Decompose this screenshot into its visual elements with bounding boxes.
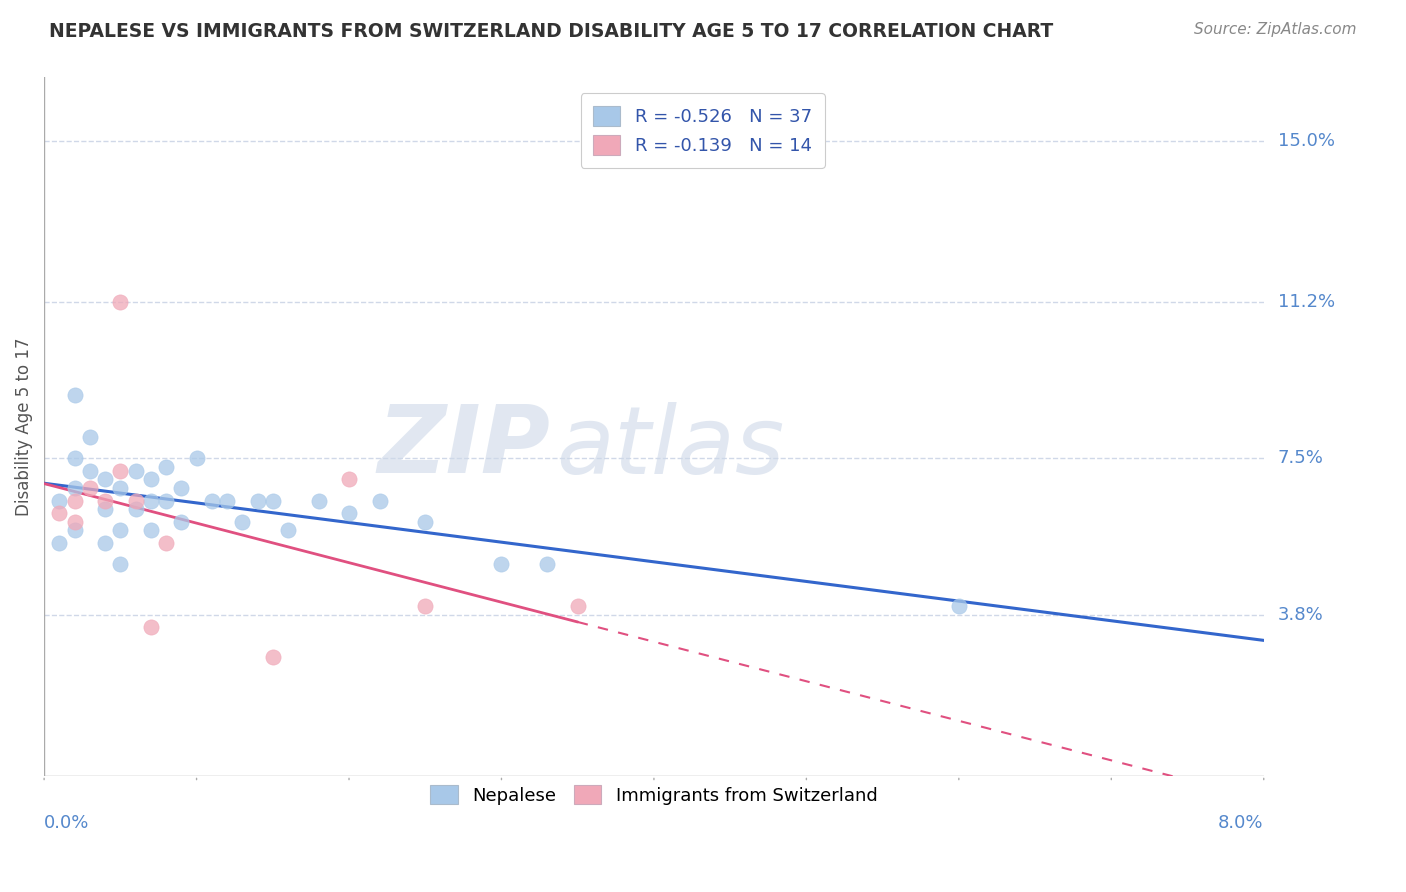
Point: [262, 493, 284, 508]
Point: [63, 493, 86, 508]
Text: atlas: atlas: [557, 402, 785, 493]
Point: [337, 472, 360, 486]
Point: [170, 515, 193, 529]
Point: [368, 493, 391, 508]
Point: [277, 523, 299, 537]
Point: [124, 493, 146, 508]
Point: [79, 481, 101, 495]
Point: [155, 493, 177, 508]
Point: [110, 294, 132, 309]
Point: [139, 620, 162, 634]
Point: [94, 472, 117, 486]
Y-axis label: Disability Age 5 to 17: Disability Age 5 to 17: [15, 337, 32, 516]
Point: [79, 430, 101, 444]
Text: Source: ZipAtlas.com: Source: ZipAtlas.com: [1194, 22, 1357, 37]
Point: [337, 506, 360, 520]
Point: [139, 493, 162, 508]
Point: [94, 502, 117, 516]
Point: [110, 557, 132, 571]
Point: [48, 493, 70, 508]
Point: [536, 557, 558, 571]
Point: [110, 481, 132, 495]
Text: 3.8%: 3.8%: [1278, 606, 1323, 624]
Point: [48, 536, 70, 550]
Point: [110, 523, 132, 537]
Point: [186, 451, 208, 466]
Point: [139, 472, 162, 486]
Point: [63, 515, 86, 529]
Point: [94, 536, 117, 550]
Point: [413, 515, 436, 529]
Point: [567, 599, 589, 614]
Point: [110, 464, 132, 478]
Point: [155, 536, 177, 550]
Point: [231, 515, 253, 529]
Point: [94, 493, 117, 508]
Point: [308, 493, 330, 508]
Point: [201, 493, 224, 508]
Text: ZIP: ZIP: [377, 401, 550, 493]
Text: 15.0%: 15.0%: [1278, 132, 1334, 150]
Text: 7.5%: 7.5%: [1278, 450, 1323, 467]
Point: [948, 599, 970, 614]
Point: [139, 523, 162, 537]
Point: [491, 557, 513, 571]
Legend: Nepalese, Immigrants from Switzerland: Nepalese, Immigrants from Switzerland: [423, 778, 884, 812]
Point: [63, 451, 86, 466]
Point: [413, 599, 436, 614]
Text: 11.2%: 11.2%: [1278, 293, 1334, 310]
Point: [124, 464, 146, 478]
Point: [48, 506, 70, 520]
Text: 0.0%: 0.0%: [44, 814, 90, 832]
Text: NEPALESE VS IMMIGRANTS FROM SWITZERLAND DISABILITY AGE 5 TO 17 CORRELATION CHART: NEPALESE VS IMMIGRANTS FROM SWITZERLAND …: [49, 22, 1053, 41]
Point: [155, 459, 177, 474]
Point: [170, 481, 193, 495]
Text: 8.0%: 8.0%: [1218, 814, 1264, 832]
Point: [246, 493, 269, 508]
Point: [262, 650, 284, 665]
Point: [63, 481, 86, 495]
Point: [63, 388, 86, 402]
Point: [124, 502, 146, 516]
Point: [63, 523, 86, 537]
Point: [79, 464, 101, 478]
Point: [215, 493, 238, 508]
